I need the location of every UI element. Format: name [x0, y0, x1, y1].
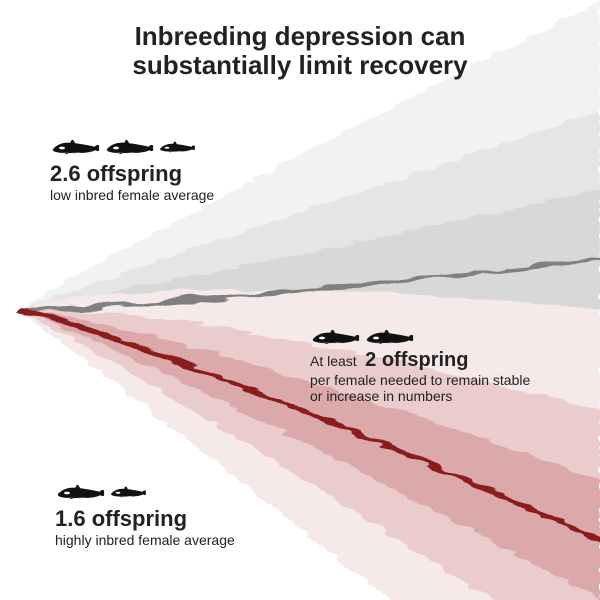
lower-subtitle: highly inbred female average: [55, 532, 235, 548]
orca-icon: [364, 325, 414, 347]
orca-icon: [310, 325, 360, 347]
middle-value: 2 offspring: [365, 349, 468, 371]
orca-row-middle: [310, 325, 530, 347]
title-line-1: Inbreeding depression can: [0, 22, 600, 51]
middle-prefix: At least: [310, 353, 357, 369]
orca-icon: [109, 483, 147, 500]
orca-row-upper: [50, 135, 214, 157]
middle-line3: or increase in numbers: [310, 388, 530, 404]
title-line-2: substantially limit recovery: [0, 51, 600, 80]
upper-label-block: 2.6 offspring low inbred female average: [50, 135, 214, 203]
middle-line2: per female needed to remain stable: [310, 372, 530, 388]
upper-value: 2.6 offspring: [50, 161, 182, 186]
orca-icon: [55, 480, 105, 502]
lower-value: 1.6 offspring: [55, 506, 187, 531]
orca-icon: [158, 138, 196, 155]
lower-label-block: 1.6 offspring highly inbred female avera…: [55, 480, 235, 548]
orca-icon: [50, 135, 100, 157]
orca-row-lower: [55, 480, 235, 502]
orca-icon: [104, 135, 154, 157]
middle-label-block: At least 2 offspring per female needed t…: [310, 325, 530, 404]
title: Inbreeding depression can substantially …: [0, 22, 600, 79]
upper-subtitle: low inbred female average: [50, 187, 214, 203]
infographic-root: Inbreeding depression can substantially …: [0, 0, 600, 600]
